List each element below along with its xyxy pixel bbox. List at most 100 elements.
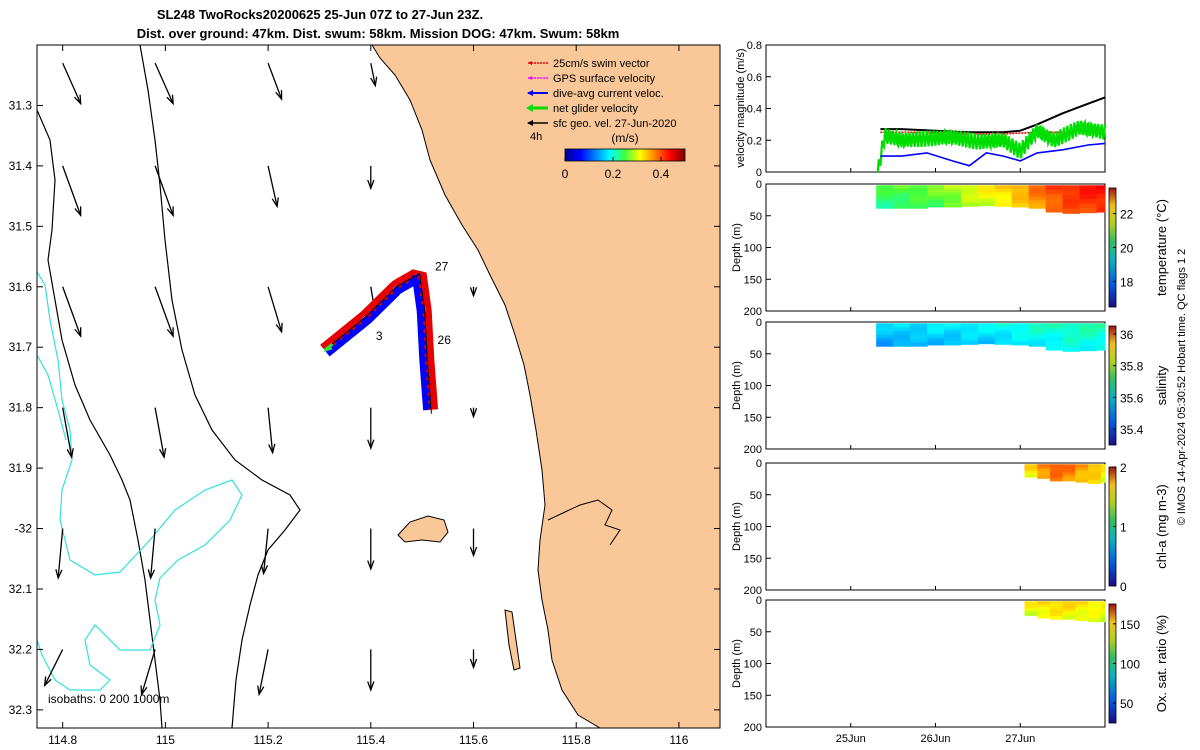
section-cell [1075,610,1089,615]
geo-vector-shaft [62,407,73,458]
figure-title-line2: Dist. over ground: 47km. Dist. swum: 58k… [137,26,620,41]
coastline [371,45,601,728]
section-colorbar-tick-label: 0 [1120,580,1127,594]
map-ytick-label: 31.5 [9,219,33,233]
legend-item-net: net glider velocity [526,103,638,115]
section-cell [1096,185,1106,191]
section-ytick-label: 200 [744,585,762,597]
section-cell [1024,468,1038,472]
geo-vector-head [166,94,174,106]
map-xtick-label: 115.8 [562,733,591,747]
section-cell [1062,616,1076,620]
geo-vector-head [275,322,283,334]
geo-vector-arrow [267,286,283,334]
section-ylabel: Depth (m) [731,639,743,688]
geo-vector-arrow [267,165,279,209]
section-cell [1062,475,1076,479]
section-colorbar-tick-label: 35.4 [1120,423,1144,437]
section-cell [910,196,928,202]
section-cell [876,204,894,209]
geo-vector-field [43,62,478,697]
section-cell [1011,185,1030,190]
section-ytick-label: 100 [744,659,762,671]
map-ytick-label: 32.1 [9,582,33,596]
section-cell [876,323,894,328]
section-ytick-label: 50 [750,349,762,361]
section-cell [977,326,996,331]
section-cell [1075,464,1089,468]
geo-vector-shaft [267,407,274,453]
section-cell [910,323,928,328]
section-cell [994,323,1013,328]
section-frame [765,462,1106,591]
section-cell [910,330,928,336]
section-cell [1045,327,1064,333]
geo-vector-shaft [267,62,283,100]
section-cell [910,338,928,343]
section-cell [893,342,911,347]
section-ytick-label: 100 [744,243,762,255]
section-cell [1028,192,1047,198]
section-cell [1088,480,1102,484]
section-colorbar-tick-label: 2 [1120,461,1127,475]
section-cell [943,203,962,208]
section-cell [1062,604,1076,608]
section-cell [1079,189,1098,195]
section-cell [1075,601,1089,606]
section-cell [1096,336,1106,342]
geo-vector-head [166,327,174,339]
section-cell [1045,332,1064,338]
section-cell [1096,323,1106,329]
legend-item-swim: 25cm/s swim vector [528,58,650,70]
garden-island [504,609,521,671]
legend-label-dive-avg: dive-avg current veloc. [553,88,664,100]
section-colorbar-tick-label: 22 [1120,208,1134,222]
section-cell [927,341,945,346]
geo-vector-head [260,564,269,576]
section-cell [977,323,996,328]
track-label: 3 [376,329,383,343]
geo-vector-arrow [469,286,478,298]
section-cell [1079,198,1098,205]
section-cell [876,196,894,202]
section-cell [943,323,962,328]
velocity-series [876,96,1107,173]
section-cell [1037,606,1051,611]
velocity-panel: 0 0.2 0.4 0.6 0.8 velocity magnitude (m/s) [735,40,1107,179]
section-cell [977,340,996,345]
geo-vector-shaft [149,528,156,579]
section-cell [1096,198,1106,204]
section-panel-temperature: 0 50 100 150 200 Depth (m) 18 20 22 temperature (… [731,179,1169,318]
section-ytick-label: 100 [744,522,762,534]
map-ytick-label: 32.3 [9,703,33,717]
section-cell [1049,601,1064,605]
track-line [324,272,432,414]
section-cell [960,333,979,338]
geo-vector-shaft [62,286,82,337]
geo-vector-head [367,681,375,692]
geo-vector-arrow [43,649,64,688]
section-cell [1079,203,1098,209]
section-cell [1079,327,1098,333]
section-cell [960,192,979,197]
section-cell [1088,470,1102,475]
geo-vector-arrow [260,528,269,576]
section-cell [1096,203,1106,209]
section-cell [1049,607,1064,611]
section-cell [1028,334,1047,340]
map-ytick-label: 32.2 [9,642,33,656]
map-colorbar-label: (m/s) [611,131,638,145]
section-cell [1075,617,1089,621]
swan-river [547,499,621,546]
map-ytick-label: -32 [15,522,33,536]
section-cell [994,199,1013,204]
section-cell [927,334,945,339]
section-ytick-label: 200 [744,722,762,734]
section-cell [1096,194,1106,200]
section-cell [1100,473,1106,477]
map-ytick-label: 31.9 [9,461,33,475]
section-cell [943,334,962,339]
section-cell [1062,346,1081,352]
geo-vector-shaft [370,63,376,86]
